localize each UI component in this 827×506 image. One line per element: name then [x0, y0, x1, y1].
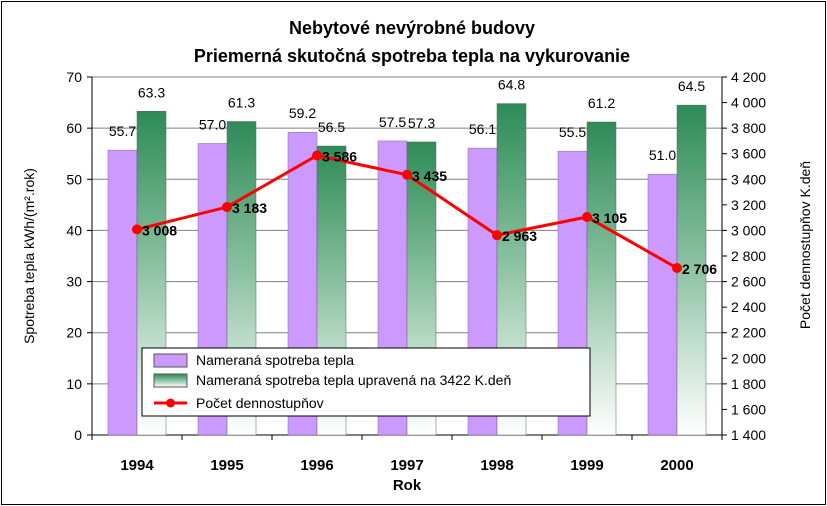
x-tick-label: 1998	[480, 457, 513, 474]
legend-swatch-measured	[153, 353, 188, 368]
data-label-adjusted: 63.3	[138, 84, 165, 100]
y2-tick-label: 1 800	[731, 376, 766, 392]
x-tick-label: 1997	[390, 457, 423, 474]
degree-day-marker	[402, 169, 412, 180]
y2-tick-label: 4 200	[731, 69, 766, 85]
data-label-measured: 55.7	[109, 123, 136, 139]
y-axis-right: 1 400 1 600 1 800 2 000 2 200 2 400 2 600 2 800…	[721, 69, 766, 443]
x-tick-label: 1995	[210, 457, 243, 474]
degree-day-marker	[222, 202, 232, 213]
degree-day-line	[132, 150, 682, 274]
data-label-measured: 57.0	[199, 116, 226, 132]
y2-tick-label: 2 200	[731, 325, 766, 341]
x-axis: 1994 1995 1996 1997 1998 1999 2000	[91, 434, 723, 474]
y2-tick-label: 3 600	[731, 146, 766, 162]
legend-label-measured: Nameraná spotreba tepla	[196, 352, 354, 368]
y-tick-label: 30	[66, 274, 82, 290]
y-tick-label: 10	[66, 376, 82, 392]
data-label-degree-days: 3 105	[592, 210, 627, 226]
bar-measured	[647, 173, 678, 436]
data-label-adjusted: 61.3	[228, 94, 255, 110]
data-label-measured: 55.5	[559, 124, 586, 140]
data-label-degree-days: 3 435	[412, 168, 447, 184]
bar-measured	[107, 149, 138, 436]
legend-label-adjusted: Nameraná spotreba tepla upravená na 3422…	[196, 372, 511, 388]
y2-tick-label: 2 800	[731, 248, 766, 264]
x-tick-label: 1996	[300, 457, 333, 474]
data-label-adjusted: 64.5	[678, 78, 705, 94]
data-label-measured: 56.1	[469, 121, 496, 137]
data-label-measured: 57.5	[379, 114, 406, 130]
y2-axis-title: Počet dennostupňov K.deň	[797, 161, 813, 329]
x-axis-title: Rok	[393, 477, 422, 494]
y2-tick-label: 2 400	[731, 299, 766, 315]
data-label-adjusted: 61.2	[588, 95, 615, 111]
degree-day-marker	[492, 230, 502, 241]
y2-tick-label: 3 200	[731, 197, 766, 213]
data-label-adjusted: 56.5	[318, 119, 345, 135]
chart-title: Nebytové nevýrobné budovy	[289, 18, 535, 38]
degree-day-marker	[582, 212, 592, 223]
bar-adjusted	[586, 121, 617, 436]
degree-day-marker	[132, 224, 142, 235]
data-label-adjusted: 64.8	[498, 77, 525, 93]
data-label-degree-days: 2 706	[682, 261, 717, 277]
y2-tick-label: 3 400	[731, 171, 766, 187]
legend-swatch-adjusted	[153, 373, 188, 388]
data-label-degree-days: 3 586	[322, 149, 357, 165]
y2-tick-label: 2 600	[731, 274, 766, 290]
y-axis-left: 0 10 20 30 40 50 60 70	[66, 69, 93, 443]
y2-tick-label: 1 600	[731, 401, 766, 417]
y2-tick-label: 2 000	[731, 350, 766, 366]
data-labels: 55.7 63.3 57.061.3 59.256.5 57.5 57.3 56.1 64.8…	[109, 77, 717, 277]
legend-label-degree-days: Počet dennostupňov	[196, 395, 324, 411]
bar-adjusted	[676, 104, 707, 436]
y-tick-label: 50	[66, 171, 82, 187]
y-tick-label: 40	[66, 222, 82, 238]
y-axis-title: Spotreba tepla kWh/(m².rok)	[21, 168, 37, 344]
y-tick-label: 0	[74, 427, 82, 443]
y2-tick-label: 3 800	[731, 120, 766, 136]
y2-tick-label: 4 000	[731, 95, 766, 111]
y-tick-label: 20	[66, 325, 82, 341]
y-tick-label: 70	[66, 69, 82, 85]
y-tick-label: 60	[66, 120, 82, 136]
legend-box	[141, 347, 591, 417]
y2-tick-label: 1 400	[731, 427, 766, 443]
degree-day-marker	[672, 263, 682, 274]
data-label-measured: 51.0	[649, 147, 676, 163]
x-tick-label: 1994	[120, 457, 154, 474]
data-label-degree-days: 3 183	[232, 200, 267, 216]
data-label-adjusted: 57.3	[408, 115, 435, 131]
x-tick-label: 1999	[570, 457, 603, 474]
legend: Nameraná spotreba tepla Nameraná spotreb…	[141, 347, 591, 417]
chart-subtitle: Priemerná skutočná spotreba tepla na vyk…	[194, 46, 630, 66]
x-tick-label: 2000	[660, 457, 693, 474]
data-label-measured: 59.2	[289, 105, 316, 121]
y2-tick-label: 3 000	[731, 222, 766, 238]
legend-swatch-marker	[166, 398, 175, 408]
degree-day-marker	[312, 150, 322, 161]
data-label-degree-days: 2 963	[502, 228, 537, 244]
data-label-degree-days: 3 008	[142, 222, 177, 238]
